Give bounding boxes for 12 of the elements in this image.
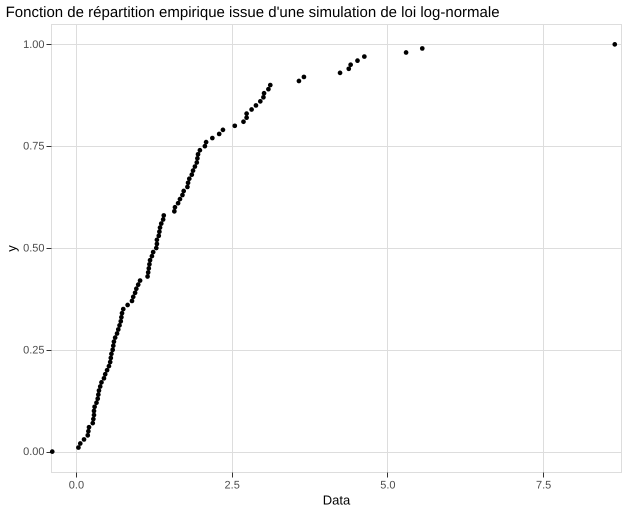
y-tick-label: 0.00 <box>23 446 44 458</box>
y-tick-label: 1.00 <box>23 38 44 51</box>
y-tick-label: 0.75 <box>23 140 44 153</box>
x-tick-label: 7.5 <box>536 480 552 492</box>
y-tick-label: 0.25 <box>23 344 44 356</box>
y-tick-label: 0.50 <box>23 242 44 254</box>
x-tick-label: 5.0 <box>380 480 396 492</box>
x-tick-label: 0.0 <box>68 480 84 492</box>
y-axis-title: y <box>4 244 20 252</box>
x-axis-title: Data <box>322 492 351 508</box>
x-tick-label: 2.5 <box>224 480 240 492</box>
chart-title: Fonction de répartition empirique issue d'une simulation de loi log-normale <box>6 4 500 21</box>
